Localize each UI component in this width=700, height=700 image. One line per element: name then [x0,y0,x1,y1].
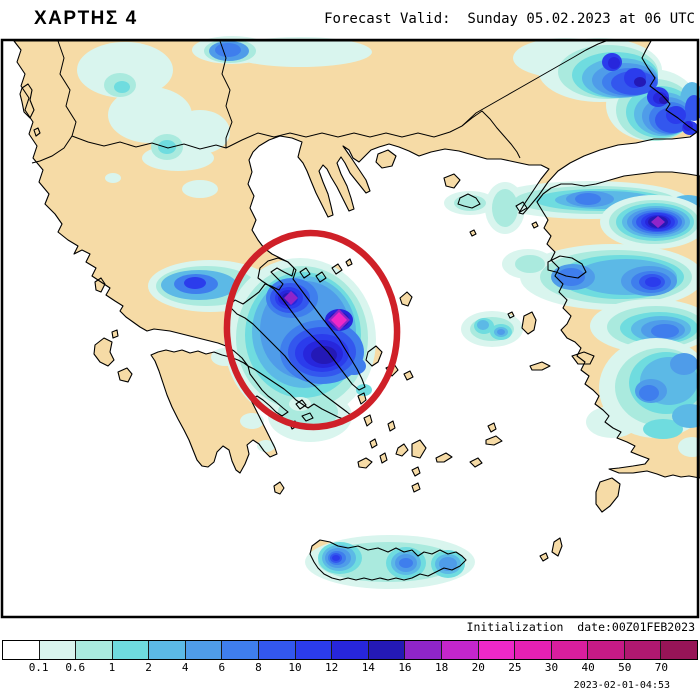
initialization-date-text: Initialization date:00Z01FEB2023 [466,620,695,634]
colorbar-label: 10 [288,661,302,674]
colorbar-label: 4 [181,661,189,674]
colorbar-cell [478,641,516,659]
colorbar-label: 18 [434,661,449,674]
colorbar-label: 40 [581,661,595,674]
colorbar-cell [515,641,552,659]
colorbar-cell [149,641,186,659]
colorbar-cell [441,641,479,659]
colorbar-label: 6 [218,661,226,674]
annotation-ellipse [223,229,401,431]
creation-timestamp: 2023-02-01-04:53 [573,680,670,691]
colorbar-cell [39,641,77,659]
precip-colorbar [2,640,698,660]
colorbar-label: 30 [544,661,559,674]
colorbar-label: 1 [108,661,116,674]
colorbar-label: 70 [654,661,668,674]
colorbar-cell [551,641,589,659]
colorbar-label: 16 [398,661,412,674]
colorbar-cell [661,641,697,659]
colorbar-cell [295,641,333,659]
colorbar-cell [185,641,223,659]
colorbar-cell [588,641,625,659]
colorbar-label: 12 [325,661,339,674]
colorbar-labels: 0.1 0.6 1 2 4 6 8 10 12 14 16 18 20 25 30 40 50 70 [2,661,698,677]
colorbar-cell [332,641,369,659]
colorbar-label: 25 [508,661,522,674]
colorbar-label: 50 [618,661,632,674]
colorbar-label: 2 [145,661,152,674]
colorbar-label: 14 [361,661,375,674]
colorbar-cell [624,641,662,659]
forecast-valid-text: Forecast Valid: Sunday 05.02.2023 at 06 … [324,11,695,27]
colorbar-cell [405,641,442,659]
colorbar-label: 20 [471,661,485,674]
country-borders [31,40,607,164]
page-title: ΧΑΡΤΗΣ 4 [34,8,138,29]
colorbar-label: 0.6 [65,661,86,674]
colorbar-label: 0.1 [28,661,49,674]
colorbar-cell [259,641,296,659]
colorbar-cell [368,641,406,659]
precipitation-layer [77,36,700,589]
colorbar-cell [222,641,260,659]
colorbar-label: 8 [255,661,262,674]
colorbar-cell [112,641,150,659]
colorbar-cell [76,641,113,659]
colorbar-cell [3,641,40,659]
map-frame [0,38,700,619]
